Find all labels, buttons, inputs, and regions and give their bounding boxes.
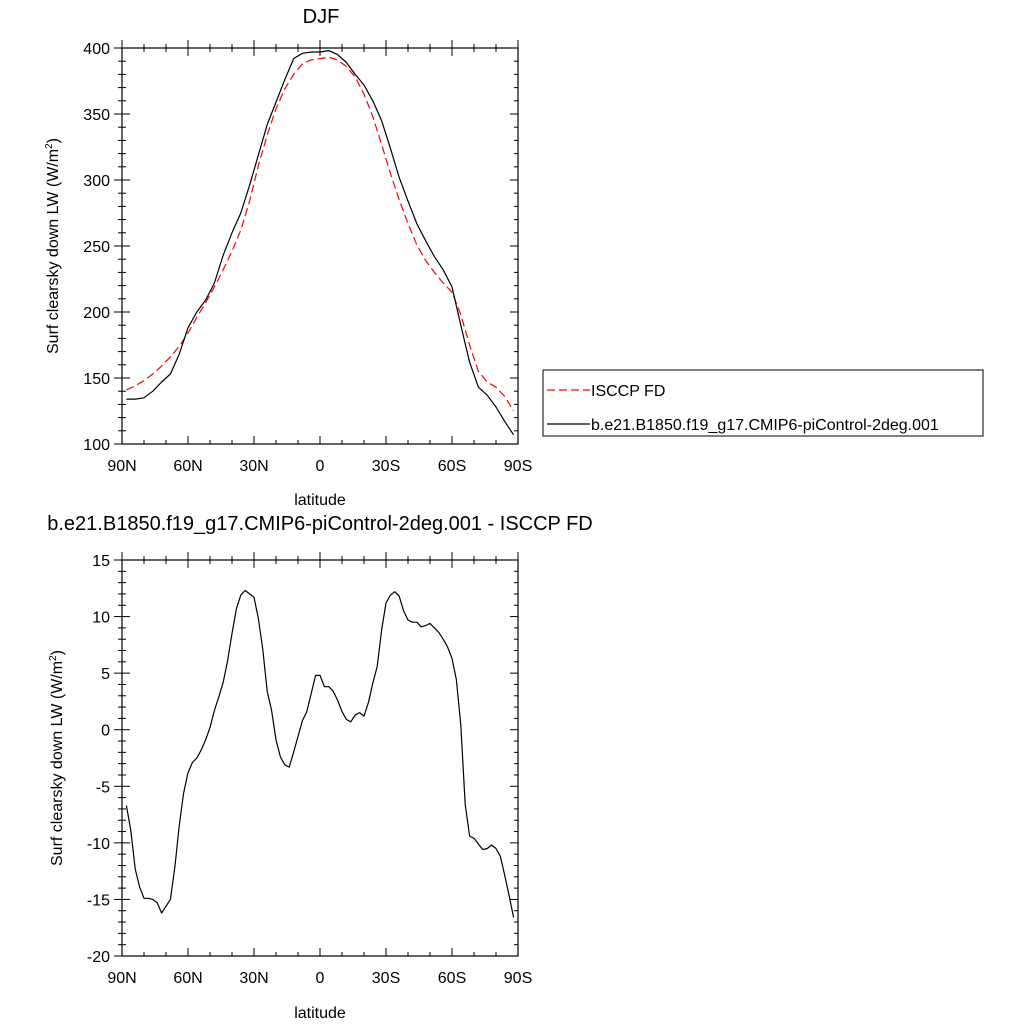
- bottom-y-axis-label-sup: 2: [48, 655, 59, 661]
- y-tick-label: 0: [101, 723, 110, 740]
- bottom-chart-title: b.e21.B1850.f19_g17.CMIP6-piControl-2deg…: [47, 513, 593, 535]
- top-y-axis-label-end: ): [45, 138, 62, 143]
- series-line-1: [126, 49, 515, 436]
- bottom-plot-frame: [121, 559, 519, 957]
- bottom-y-axis-label-main: Surf clearsky down LW (W/m: [49, 661, 66, 866]
- bottom-ticks: [114, 552, 519, 957]
- top-chart-title: DJF: [303, 6, 340, 28]
- top-y-axis-label: Surf clearsky down LW (W/m2): [44, 138, 62, 354]
- x-tick-label: 90S: [504, 458, 532, 475]
- top-y-tick-labels: 100 150 200 250 300 350 400: [83, 41, 110, 454]
- top-plot-frame: [121, 47, 519, 445]
- y-tick-label: 100: [83, 437, 110, 454]
- bottom-y-tick-labels: -20 -15 -10 -5 0 5 10 15: [87, 553, 110, 966]
- y-tick-label: 350: [83, 107, 110, 124]
- legend-label-isccp: ISCCP FD: [591, 383, 665, 400]
- y-tick-label: 200: [83, 305, 110, 322]
- y-tick-label: -20: [87, 949, 110, 966]
- top-y-axis-label-sup: 2: [44, 143, 55, 149]
- y-tick-label: 5: [101, 666, 110, 683]
- x-tick-label: 60N: [173, 970, 202, 987]
- bottom-x-axis-label: latitude: [294, 1005, 346, 1022]
- y-tick-label: 250: [83, 239, 110, 256]
- y-tick-label: 400: [83, 41, 110, 58]
- x-tick-label: 0: [316, 458, 325, 475]
- legend: ISCCP FD b.e21.B1850.f19_g17.CMIP6-piCon…: [542, 369, 984, 437]
- y-tick-label: -15: [87, 892, 110, 909]
- legend-label-model: b.e21.B1850.f19_g17.CMIP6-piControl-2deg…: [591, 417, 939, 434]
- legend-frame: [542, 369, 984, 437]
- y-tick-label: -10: [87, 836, 110, 853]
- x-tick-label: 30N: [239, 458, 268, 475]
- top-panel: DJF 100 150 200 250 300 350 400 90N 60N 30N 0 30S 6…: [44, 6, 984, 509]
- x-tick-label: 90N: [107, 458, 136, 475]
- x-tick-label: 60N: [173, 458, 202, 475]
- bottom-panel: b.e21.B1850.f19_g17.CMIP6-piControl-2deg…: [47, 513, 593, 1022]
- y-tick-label: 10: [92, 610, 110, 627]
- bottom-series-lines: [125, 589, 515, 918]
- x-tick-label: 60S: [438, 458, 466, 475]
- top-series-lines: [126, 49, 515, 436]
- bottom-x-tick-labels: 90N 60N 30N 0 30S 60S 90S: [107, 970, 532, 987]
- x-tick-label: 0: [316, 970, 325, 987]
- series-line-0: [126, 56, 515, 412]
- y-tick-label: 300: [83, 173, 110, 190]
- top-x-tick-labels: 90N 60N 30N 0 30S 60S 90S: [107, 458, 532, 475]
- top-x-axis-label: latitude: [294, 492, 346, 509]
- bottom-y-axis-label: Surf clearsky down LW (W/m2): [48, 650, 66, 866]
- x-tick-label: 90S: [504, 970, 532, 987]
- top-ticks: [114, 40, 519, 445]
- x-tick-label: 30S: [372, 970, 400, 987]
- top-y-axis-label-main: Surf clearsky down LW (W/m: [45, 149, 62, 354]
- x-tick-label: 90N: [107, 970, 136, 987]
- bottom-y-axis-label-end: ): [49, 650, 66, 655]
- x-tick-label: 30N: [239, 970, 268, 987]
- x-tick-label: 30S: [372, 458, 400, 475]
- y-tick-label: 150: [83, 371, 110, 388]
- series-line-0: [125, 589, 515, 918]
- y-tick-label: -5: [96, 779, 110, 796]
- y-tick-label: 15: [92, 553, 110, 570]
- x-tick-label: 60S: [438, 970, 466, 987]
